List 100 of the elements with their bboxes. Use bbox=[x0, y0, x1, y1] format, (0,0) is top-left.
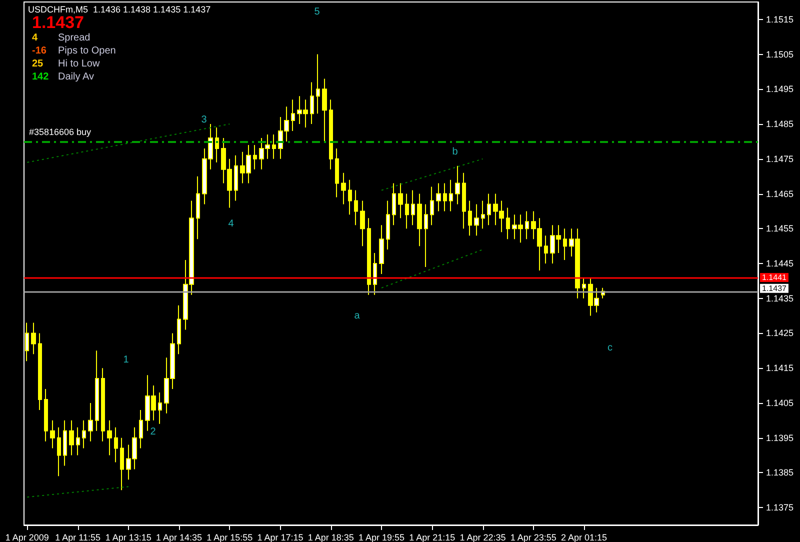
annotation: Pips to Open bbox=[58, 46, 116, 56]
candlestick bbox=[329, 99, 333, 170]
candlestick bbox=[44, 388, 48, 442]
annotation: c bbox=[608, 342, 612, 354]
candlestick bbox=[398, 182, 403, 219]
candlestick bbox=[272, 134, 276, 160]
candlestick bbox=[57, 426, 61, 477]
candlestick bbox=[405, 193, 409, 230]
candlestick bbox=[392, 182, 396, 226]
y-tick-label: 1.1385 bbox=[766, 468, 794, 478]
candlestick bbox=[443, 182, 447, 212]
candlestick bbox=[430, 186, 434, 226]
candlestick bbox=[411, 190, 415, 226]
candlestick bbox=[455, 165, 460, 205]
ref-line-label: #35816606 buy bbox=[29, 126, 92, 137]
x-tick-label: 1 Apr 15:55 bbox=[206, 532, 253, 542]
x-tick-label: 1 Apr 18:35 bbox=[308, 532, 354, 542]
candlestick bbox=[386, 200, 390, 250]
annotation: 1 bbox=[123, 354, 130, 366]
candlestick bbox=[95, 350, 99, 432]
x-tick-label: 1 Apr 23:55 bbox=[510, 532, 556, 542]
y-tick-label: 1.1485 bbox=[766, 119, 794, 130]
candlestick bbox=[487, 193, 491, 226]
annotation: 25 bbox=[32, 58, 44, 70]
candlestick bbox=[107, 420, 112, 456]
x-tick-label: 1 Apr 21:15 bbox=[409, 532, 456, 542]
x-tick-label: 2 Apr 01:15 bbox=[560, 532, 608, 542]
y-tick-label: 1.1465 bbox=[766, 188, 794, 199]
annotation: Daily Av bbox=[58, 72, 94, 82]
annotation: 3 bbox=[201, 114, 208, 126]
x-tick-label: 1 Apr 14:35 bbox=[156, 532, 202, 542]
candlestick bbox=[234, 154, 238, 202]
ref-line-label: 1.1437 bbox=[762, 284, 788, 293]
x-tick-label: 1 Apr 17:15 bbox=[257, 532, 304, 542]
candlestick bbox=[50, 420, 55, 449]
y-tick-label: 1.1405 bbox=[766, 398, 794, 408]
x-tick-label: 1 Apr 13:15 bbox=[105, 532, 152, 542]
candlestick bbox=[474, 204, 479, 236]
candlestick bbox=[544, 235, 548, 264]
candlestick bbox=[82, 420, 86, 449]
candlestick bbox=[114, 426, 118, 463]
annotation: 1.1437 bbox=[32, 13, 84, 32]
x-tick-label: 1 Apr 22:35 bbox=[460, 532, 506, 542]
candlestick bbox=[436, 182, 441, 212]
candlestick bbox=[322, 78, 327, 142]
y-tick-label: 1.1435 bbox=[766, 293, 794, 304]
candlestick bbox=[120, 437, 124, 491]
annotation: b bbox=[452, 146, 458, 158]
candlestick bbox=[462, 172, 466, 230]
candlestick bbox=[158, 392, 162, 424]
candlestick bbox=[341, 172, 346, 205]
y-tick-label: 1.1505 bbox=[766, 49, 794, 60]
y-tick-label: 1.1415 bbox=[766, 363, 794, 374]
candlestick bbox=[253, 144, 257, 170]
candlestick bbox=[354, 190, 358, 226]
y-tick-label: 1.1515 bbox=[766, 14, 794, 24]
y-tick-label: 1.1445 bbox=[766, 258, 794, 268]
candlestick bbox=[379, 224, 384, 274]
candlestick bbox=[468, 200, 472, 236]
x-tick-label: 1 Apr 19:55 bbox=[358, 532, 405, 542]
x-tick-label: 1 Apr 2009 bbox=[5, 532, 49, 542]
candlestick bbox=[76, 426, 80, 456]
candlestick bbox=[449, 179, 453, 212]
candlestick bbox=[38, 332, 42, 410]
candlestick bbox=[88, 402, 93, 442]
candlestick bbox=[373, 252, 377, 296]
annotation: 4 bbox=[32, 32, 38, 44]
ref-line-label: 1.1441 bbox=[762, 272, 788, 282]
candlestick bbox=[481, 200, 485, 230]
candlestick bbox=[506, 207, 510, 240]
candlestick bbox=[348, 179, 352, 216]
y-tick-label: 1.1395 bbox=[766, 432, 794, 443]
candlestick bbox=[310, 82, 314, 125]
candlestick bbox=[196, 176, 200, 240]
x-tick-label: 1 Apr 11:55 bbox=[55, 532, 100, 542]
candlestick bbox=[316, 54, 320, 114]
chart-title: USDCHFm,M5 1.1436 1.1438 1.1435 1.1437 bbox=[28, 4, 211, 14]
candlestick bbox=[417, 193, 422, 247]
y-tick-label: 1.1495 bbox=[766, 84, 794, 94]
candlestick bbox=[139, 409, 143, 449]
annotation: Spread bbox=[58, 32, 90, 44]
candlestick bbox=[360, 200, 365, 247]
candlestick bbox=[63, 420, 67, 466]
y-tick-label: 1.1455 bbox=[766, 224, 794, 234]
annotation: 4 bbox=[228, 218, 234, 230]
candlestick bbox=[525, 210, 529, 240]
annotation: 142 bbox=[32, 72, 50, 82]
candlestick bbox=[335, 148, 339, 198]
candlestick bbox=[215, 127, 219, 163]
y-tick-label: 1.1475 bbox=[766, 154, 794, 164]
candlestick bbox=[101, 368, 105, 442]
annotation: -16 bbox=[32, 46, 47, 56]
candlestick bbox=[69, 420, 74, 456]
candlestick bbox=[291, 99, 295, 132]
annotation: Hi to Low bbox=[58, 58, 100, 70]
annotation: a bbox=[354, 310, 360, 322]
y-tick-label: 1.1375 bbox=[766, 502, 794, 513]
annotation: 2 bbox=[150, 426, 156, 438]
candlestick bbox=[582, 276, 586, 299]
candlestick bbox=[563, 228, 567, 261]
